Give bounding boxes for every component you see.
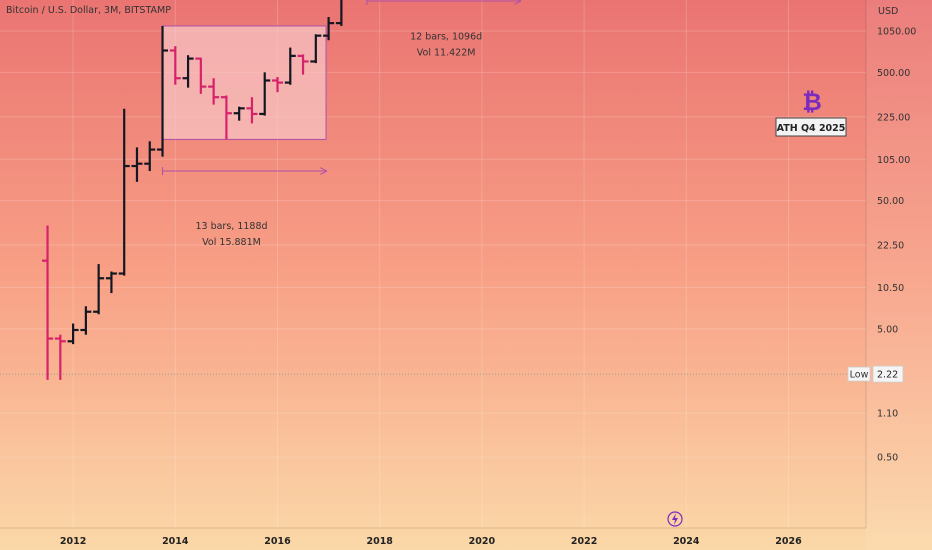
x-tick-label: 2026 [775,536,802,547]
cycle-label-vol: Vol 15.881M [202,237,261,248]
ohlc-bar[interactable] [105,271,117,294]
lightning-icon[interactable] [667,511,683,527]
x-tick-label: 2022 [571,536,597,547]
price-axis-panel [866,0,932,550]
cycle-label-bars: 12 bars, 1096d [410,32,482,43]
y-tick-label: 22.50 [877,241,904,252]
ohlc-bar[interactable] [93,264,105,315]
x-tick-label: 2014 [162,536,189,547]
y-tick-label: 5.00 [877,324,898,335]
y-tick-label: 0.50 [877,453,898,464]
y-tick-label: 500.00 [877,68,910,79]
annotations: ATH Q4 2025 ₿ [667,88,847,527]
cycle-arrows [162,0,776,176]
ohlc-bar[interactable] [246,97,258,124]
ath-label-box [775,117,847,137]
y-tick-label: 1.10 [877,409,898,420]
price-bars[interactable] [42,0,666,380]
ohlc-bar[interactable] [195,57,207,94]
cycle-box [162,25,327,140]
low-tag-label: Low [850,370,869,381]
ohlc-bar[interactable] [297,54,309,75]
cycle-labels: 16 bars, 1461dVol 19.714M13 bars, 1188dV… [195,32,482,248]
currency-label: USD [878,6,898,17]
ohlc-bar[interactable] [118,108,130,276]
ohlc-bar[interactable] [54,334,66,380]
ohlc-bar[interactable] [272,76,283,93]
ohlc-bar[interactable] [284,47,296,85]
y-tick-label: 105.00 [877,155,910,166]
bitcoin-icon: ₿ [802,88,822,116]
cycle-label-bars: 13 bars, 1188d [195,221,267,232]
current-price-line-group [0,373,866,375]
y-tick-label: 1050.00 [877,27,916,38]
ohlc-bar[interactable] [259,72,271,116]
cycle-boxes [162,25,327,140]
time-axis[interactable]: 2012 2014 2016 2018 2020 2022 2024 2026 [0,527,866,547]
y-tick-label: 10.50 [877,283,904,294]
x-tick-label: 2012 [60,536,86,547]
ohlc-bar[interactable] [208,78,220,105]
low-tag-box [847,366,871,382]
ohlc-bar[interactable] [323,17,335,41]
ohlc-bar[interactable] [220,95,232,140]
ohlc-bar[interactable] [157,25,169,157]
ohlc-bar[interactable] [42,225,54,380]
ohlc-bar[interactable] [335,0,347,26]
price-axis[interactable]: USD2600000.001200000.00500000.00225000.0… [845,0,932,550]
ohlc-bar[interactable] [310,34,322,64]
y-tick-label: 225.00 [877,112,910,123]
x-tick-label: 2024 [673,536,700,547]
x-tick-label: 2020 [469,536,496,547]
ohlc-bar[interactable] [169,46,181,85]
ohlc-bar[interactable] [131,147,143,182]
x-tick-label: 2016 [264,536,291,547]
ohlc-bar[interactable] [67,323,79,345]
ohlc-bar[interactable] [233,106,245,121]
x-tick-label: 2018 [366,536,393,547]
y-tick-label: 50.00 [877,196,904,207]
ath-label: ATH Q4 2025 [777,123,846,134]
ohlc-bar[interactable] [80,306,92,335]
cycle-label-vol: Vol 11.422M [417,48,476,59]
ohlc-bar[interactable] [182,55,194,88]
lightning-bolt [672,513,678,525]
low-value: 2.22 [877,370,898,381]
low-value-box [872,365,904,383]
chart-title: Bitcoin / U.S. Dollar, 3M, BITSTAMP [6,5,171,16]
ohlc-bar[interactable] [144,141,156,172]
